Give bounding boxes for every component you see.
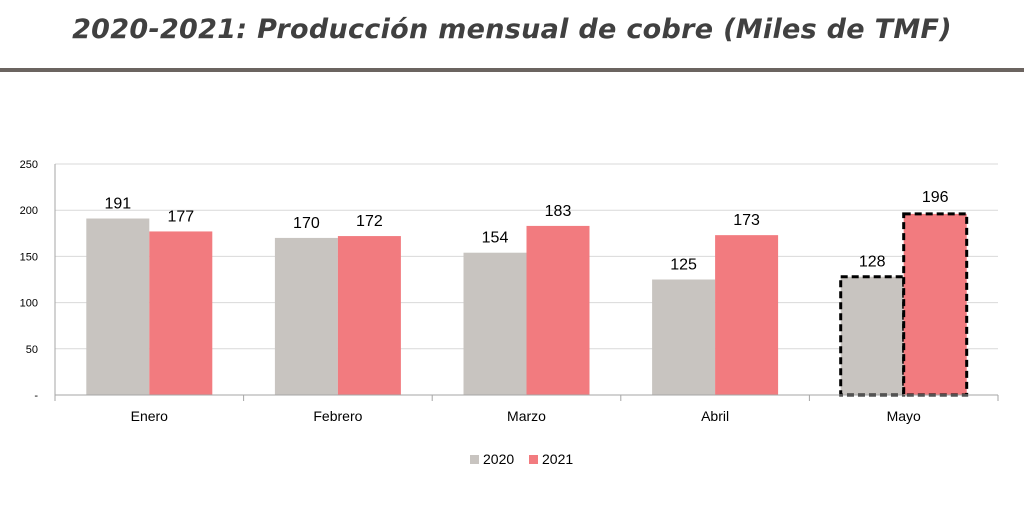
data-label: 170 <box>293 215 320 232</box>
y-tick-label: 100 <box>20 298 38 310</box>
data-label: 177 <box>167 208 194 225</box>
bar-2021-mayo <box>902 212 969 397</box>
data-label: 196 <box>922 189 949 206</box>
x-axis: Enero Febrero Marzo Abril Mayo <box>54 164 999 424</box>
bar-2021-febrero <box>337 236 401 395</box>
x-category-label: Mayo <box>887 408 921 424</box>
data-label: 154 <box>482 230 509 247</box>
data-label: 191 <box>104 196 131 213</box>
bar-2020-enero <box>86 218 150 395</box>
y-tick-label: - <box>34 390 38 402</box>
x-category-label: Abril <box>701 408 729 424</box>
data-label: 183 <box>545 203 572 220</box>
bar-2020-abril <box>652 279 716 395</box>
chart-title: 2020-2021: Producción mensual de cobre (… <box>72 14 952 45</box>
bar-2021-enero <box>149 231 213 395</box>
y-tick-label: 250 <box>20 159 38 171</box>
data-labels: 191 177 170 172 154 183 125 173 128 196 <box>104 189 948 274</box>
legend-label: 2021 <box>542 451 573 467</box>
data-label: 173 <box>733 212 760 229</box>
y-tick-label: 150 <box>20 251 38 263</box>
x-category-label: Febrero <box>313 408 362 424</box>
x-category-label: Marzo <box>507 408 546 424</box>
bar-2020-marzo <box>463 252 527 395</box>
title-divider <box>0 68 1024 72</box>
y-tick-label: 50 <box>26 344 38 356</box>
bar-2020-mayo <box>839 275 906 397</box>
data-label: 128 <box>859 254 886 271</box>
bars <box>86 212 969 397</box>
bar-2021-abril <box>715 235 779 395</box>
bar-2020-febrero <box>274 237 338 395</box>
data-label: 125 <box>670 257 697 274</box>
bar-2021-marzo <box>526 225 590 395</box>
legend-swatch <box>529 455 538 464</box>
y-tick-label: 200 <box>20 205 38 217</box>
y-axis-ticks: - 50 100 150 200 250 <box>20 159 39 402</box>
legend-swatch <box>470 455 479 464</box>
legend: 2020 2021 <box>470 451 573 467</box>
x-category-label: Enero <box>131 408 169 424</box>
data-label: 172 <box>356 213 383 230</box>
legend-label: 2020 <box>483 451 514 467</box>
